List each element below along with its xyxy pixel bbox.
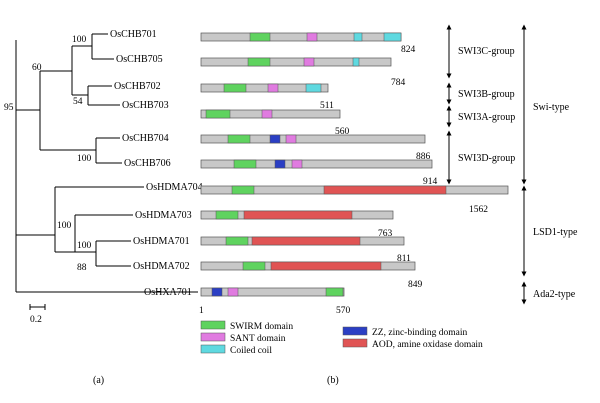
leaf-label: OsHDMA701 (133, 236, 190, 247)
leaf-label: OsHDMA702 (133, 261, 190, 272)
sant-domain (306, 32, 318, 42)
bootstrap-value: 54 (73, 97, 83, 107)
sant-domain (267, 83, 279, 93)
swirm-domain (215, 210, 239, 220)
group-label-swi3c: SWI3C-group (458, 46, 515, 57)
protein-length: 849 (408, 280, 423, 290)
type-label-lsd1: LSD1-type (533, 227, 578, 238)
protein-length: 811 (397, 254, 411, 264)
swirm-domain (249, 32, 271, 42)
swirm-domain (225, 236, 249, 246)
tree-leaf-labels: OsCHB701 OsCHB705 OsCHB702 OsCHB703 OsCH… (110, 29, 203, 298)
sant-domain (291, 159, 303, 169)
sant-domain (261, 109, 273, 119)
bootstrap-value: 95 (4, 103, 14, 113)
phylogenetic-tree (15, 33, 198, 293)
aod-domain (243, 210, 353, 220)
protein-bar (200, 32, 402, 42)
legend-label-swirm: SWIRM domain (230, 322, 293, 332)
panel-label-a: (a) (93, 375, 104, 386)
leaf-label: OsCHB705 (116, 54, 163, 65)
type-label-swi: Swi-type (533, 102, 570, 113)
leaf-label: OsCHB703 (122, 100, 169, 111)
coiled-coil-domain (352, 57, 360, 67)
group-label-swi3b: SWI3B-group (458, 89, 515, 100)
swirm-domain (242, 261, 266, 271)
bootstrap-value: 100 (72, 35, 87, 45)
protein-bars: 824 784 511 560 886 914 1562 (199, 32, 509, 316)
group-label-swi3a: SWI3A-group (458, 112, 515, 123)
protein-length: 914 (423, 177, 438, 187)
aod-domain (251, 236, 361, 246)
protein-bar (200, 159, 433, 169)
protein-length: 1562 (469, 205, 488, 215)
aod-domain (323, 185, 447, 195)
coiled-coil-domain (383, 32, 402, 42)
leaf-label: OsHXA701 (144, 287, 192, 298)
protein-length: 570 (336, 306, 351, 316)
legend: SWIRM domain SANT domain Coiled coil ZZ,… (200, 320, 483, 356)
protein-length: 511 (320, 101, 334, 111)
protein-length: 824 (401, 45, 416, 55)
legend-label-sant: SANT domain (230, 334, 286, 344)
leaf-label: OsHDMA703 (135, 210, 192, 221)
leaf-label: OsHDMA704 (146, 182, 203, 193)
zz-domain (211, 287, 223, 297)
protein-start: 1 (199, 306, 204, 316)
coiled-coil-domain (353, 32, 363, 42)
bootstrap-value: 100 (77, 241, 92, 251)
protein-length: 784 (391, 78, 406, 88)
leaf-label: OsCHB706 (124, 158, 171, 169)
legend-label-coiled-coil: Coiled coil (230, 346, 272, 356)
sant-domain (303, 57, 315, 67)
legend-swatch-zz (342, 326, 368, 336)
swirm-domain (205, 109, 231, 119)
panel-label-b: (b) (327, 375, 339, 386)
legend-swatch-sant (200, 332, 226, 342)
legend-swatch-aod (342, 338, 368, 348)
swirm-domain (233, 159, 257, 169)
protein-bar (200, 134, 426, 144)
zz-domain (274, 159, 286, 169)
protein-bar (200, 83, 329, 93)
scale-bar-label: 0.2 (30, 315, 42, 325)
leaf-label: OsCHB701 (110, 29, 157, 40)
group-label-swi3d: SWI3D-group (458, 153, 515, 164)
protein-length: 886 (416, 152, 431, 162)
legend-label-aod: AOD, amine oxidase domain (372, 340, 483, 350)
scale-bar (29, 304, 46, 310)
legend-swatch-coiled-coil (200, 344, 226, 354)
bootstrap-values: 100 60 54 95 100 100 100 88 (4, 35, 92, 273)
leaf-label: OsCHB704 (122, 133, 169, 144)
type-label-ada2: Ada2-type (533, 289, 576, 300)
swirm-domain (227, 134, 251, 144)
bootstrap-value: 88 (77, 263, 87, 273)
zz-domain (269, 134, 281, 144)
protein-bar (200, 287, 345, 297)
protein-length: 763 (378, 229, 393, 239)
swirm-domain (223, 83, 247, 93)
protein-bar (200, 57, 392, 67)
legend-swatch-swirm (200, 320, 226, 330)
coiled-coil-domain (305, 83, 322, 93)
sant-domain (285, 134, 297, 144)
swirm-domain (247, 57, 271, 67)
group-brackets (446, 24, 527, 305)
swirm-domain (325, 287, 344, 297)
bootstrap-value: 100 (57, 221, 72, 231)
aod-domain (270, 261, 382, 271)
protein-length: 560 (335, 127, 350, 137)
bootstrap-value: 100 (77, 154, 92, 164)
leaf-label: OsCHB702 (114, 81, 161, 92)
bootstrap-value: 60 (32, 63, 42, 73)
swirm-domain (231, 185, 255, 195)
sant-domain (227, 287, 239, 297)
legend-label-zz: ZZ, zinc-binding domain (372, 328, 467, 338)
